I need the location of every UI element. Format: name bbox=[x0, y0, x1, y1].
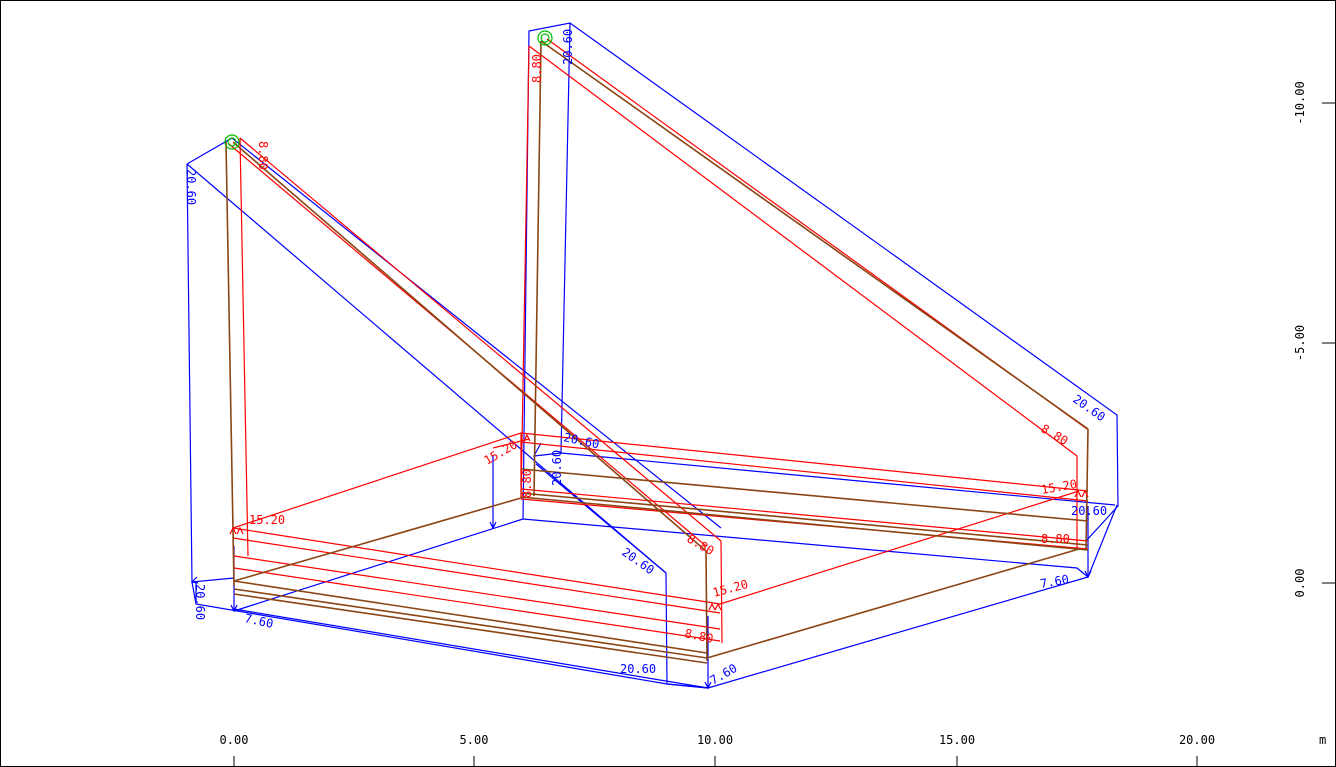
left-rafter-red bbox=[239, 137, 722, 542]
member-arrows bbox=[229, 433, 1089, 611]
right-post-centerline bbox=[1085, 428, 1089, 550]
x-tick-label: 15.00 bbox=[939, 733, 975, 747]
right-beam-3 bbox=[520, 488, 1089, 542]
right-column-red bbox=[520, 45, 530, 500]
dim-label: 20.60 bbox=[550, 450, 564, 486]
left-beam-3 bbox=[233, 555, 721, 630]
left-post-centerline bbox=[705, 550, 708, 662]
front-crossbeam bbox=[719, 490, 1080, 605]
arrow-front-up-2 bbox=[714, 602, 722, 611]
x-tick-label: 5.00 bbox=[460, 733, 489, 747]
dim-label: 8.80 bbox=[520, 469, 534, 498]
support-right-icon bbox=[537, 30, 553, 46]
arrow-rear-up-1 bbox=[523, 433, 531, 442]
dim-label: 15.20 bbox=[249, 513, 285, 527]
x-tick-label: 10.00 bbox=[697, 733, 733, 747]
x-axis: 0.00 5.00 10.00 15.00 20.00 m bbox=[220, 733, 1326, 766]
left-frame-diagonal bbox=[186, 163, 667, 574]
dim-label: 20.60 bbox=[561, 29, 575, 65]
dim-label: 8.80 bbox=[1039, 421, 1071, 448]
dim-label: 7.60 bbox=[1039, 572, 1070, 591]
arrow-left-up-1 bbox=[229, 526, 237, 535]
y-tick-label: -5.00 bbox=[1293, 325, 1307, 361]
right-beam-centerline-1 bbox=[520, 468, 1089, 522]
arrow-right-up-1 bbox=[1074, 489, 1082, 498]
left-beam-top bbox=[232, 527, 721, 605]
dim-label: 20.60 bbox=[620, 662, 656, 676]
rear-floor-centerline bbox=[233, 497, 522, 582]
dim-label: 8.80 bbox=[1041, 532, 1070, 546]
left-beam-2 bbox=[232, 537, 721, 614]
right-beam-centerline-2 bbox=[520, 492, 1089, 546]
dim-label: 20.60 bbox=[193, 584, 207, 620]
left-beam-4 bbox=[233, 567, 721, 642]
right-beam-top bbox=[520, 432, 1089, 492]
arrow-left-corner bbox=[190, 576, 199, 584]
left-post-red bbox=[720, 540, 723, 644]
right-frame-vertical bbox=[560, 22, 571, 454]
right-top-beam bbox=[532, 442, 1116, 506]
left-front-base-inner bbox=[233, 608, 709, 689]
arrow-right-down bbox=[1084, 570, 1092, 579]
right-beam-centerline-3 bbox=[520, 496, 1089, 551]
arrow-left-down bbox=[230, 604, 238, 613]
support-left-icon-inner bbox=[227, 137, 237, 147]
member-centerline bbox=[225, 40, 1089, 664]
left-front-vertical bbox=[665, 572, 668, 685]
right-rafter-centerline bbox=[540, 40, 1089, 430]
x-tick-label: 0.00 bbox=[220, 733, 249, 747]
left-beam-centerline-3 bbox=[233, 593, 708, 664]
dim-label: 20.60 bbox=[184, 169, 198, 205]
dim-label: 8.80 bbox=[530, 54, 544, 83]
support-left-icon bbox=[224, 134, 240, 150]
member-outline bbox=[228, 38, 1089, 644]
y-axis: -10.00 -5.00 0.00 bbox=[1293, 81, 1335, 597]
left-rafter-centerline bbox=[232, 141, 707, 552]
supports bbox=[224, 30, 553, 150]
right-base-blue bbox=[1087, 504, 1118, 578]
right-column-centerline bbox=[533, 40, 542, 497]
arrow-rear-down bbox=[489, 521, 497, 530]
frame-outline bbox=[186, 22, 1119, 689]
dim-label: 20.60 bbox=[1070, 392, 1108, 424]
left-beam-centerline-1 bbox=[233, 580, 708, 654]
right-beam-2 bbox=[520, 441, 1089, 502]
arrow-left-up-2 bbox=[236, 526, 244, 535]
rear-crossbeam-2 bbox=[492, 438, 530, 449]
left-column-red bbox=[239, 137, 249, 557]
arrow-front-up-1 bbox=[708, 602, 716, 611]
unit-label: m bbox=[1319, 733, 1326, 747]
y-tick-label: -10.00 bbox=[1293, 81, 1307, 124]
dim-label: 8.80 bbox=[256, 141, 270, 170]
dimension-arrows bbox=[190, 521, 1092, 690]
floor-diag bbox=[535, 463, 667, 574]
x-tick-label: 20.00 bbox=[1179, 733, 1215, 747]
rear-crossbeam bbox=[232, 432, 522, 529]
front-floor-centerline bbox=[706, 548, 1080, 659]
y-tick-label: 0.00 bbox=[1293, 569, 1307, 598]
dim-label: 7.60 bbox=[243, 611, 274, 631]
left-beam-centerline-2 bbox=[233, 588, 708, 659]
floor-front-corner bbox=[666, 683, 709, 689]
support-right-icon-inner bbox=[540, 33, 550, 43]
blue-dimension-labels: 20.60 20.60 20.60 20.60 20.60 20.60 20.6… bbox=[184, 29, 1108, 688]
dim-label: 15.20 bbox=[482, 437, 520, 467]
floor-left-edge bbox=[233, 518, 524, 612]
right-rear-base bbox=[522, 518, 1089, 578]
right-rafter-red bbox=[528, 45, 1078, 457]
arrow-front-down bbox=[704, 681, 712, 690]
left-column-centerline bbox=[225, 141, 235, 587]
dim-label: 8.80 bbox=[683, 626, 714, 646]
arrow-right-up-2 bbox=[1081, 489, 1089, 498]
dim-label: 15.20 bbox=[1040, 477, 1078, 497]
dim-label: 20.60 bbox=[1071, 504, 1107, 518]
floor-right-edge bbox=[707, 576, 1089, 689]
